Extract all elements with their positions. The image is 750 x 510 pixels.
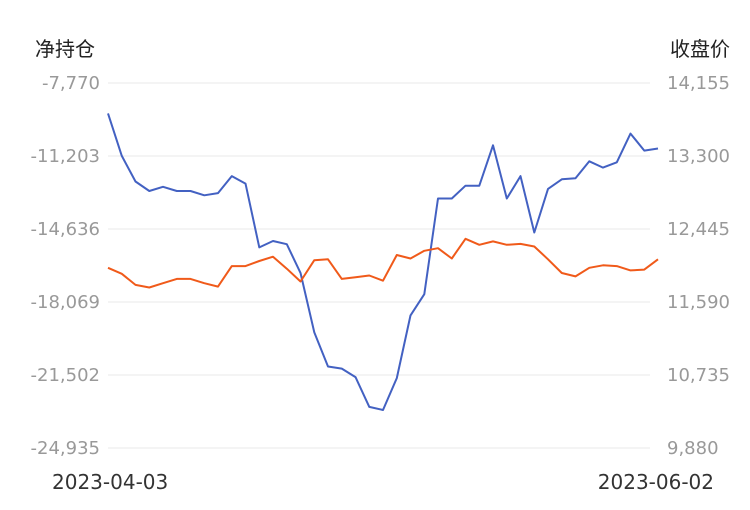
- left-tick-label: -11,203: [31, 146, 100, 167]
- close-price-line: [107, 237, 659, 289]
- x-end-label: 2023-06-02: [598, 470, 714, 494]
- right-tick-label: 13,300: [667, 146, 730, 167]
- left-axis-title: 净持仓: [35, 37, 95, 61]
- right-tick-label: 10,735: [667, 365, 730, 386]
- left-axis-ticks: -7,770 -11,203 -14,636 -18,069 -21,502 -24,93…: [31, 73, 100, 459]
- right-axis-title: 收盘价: [670, 37, 730, 61]
- left-tick-label: -21,502: [31, 365, 100, 386]
- left-tick-label: -14,636: [31, 219, 100, 240]
- x-start-label: 2023-04-03: [52, 470, 168, 494]
- left-tick-label: -18,069: [31, 292, 100, 313]
- right-tick-label: 9,880: [667, 438, 719, 459]
- right-tick-label: 14,155: [667, 73, 730, 94]
- net-position-line: [107, 113, 659, 411]
- gridlines: [108, 82, 650, 449]
- left-tick-label: -24,935: [31, 438, 100, 459]
- series-lines: [107, 113, 659, 411]
- right-axis-ticks: 14,155 13,300 12,445 11,590 10,735 9,880: [667, 73, 730, 459]
- left-tick-label: -7,770: [42, 73, 100, 94]
- right-tick-label: 12,445: [667, 219, 730, 240]
- right-tick-label: 11,590: [667, 292, 730, 313]
